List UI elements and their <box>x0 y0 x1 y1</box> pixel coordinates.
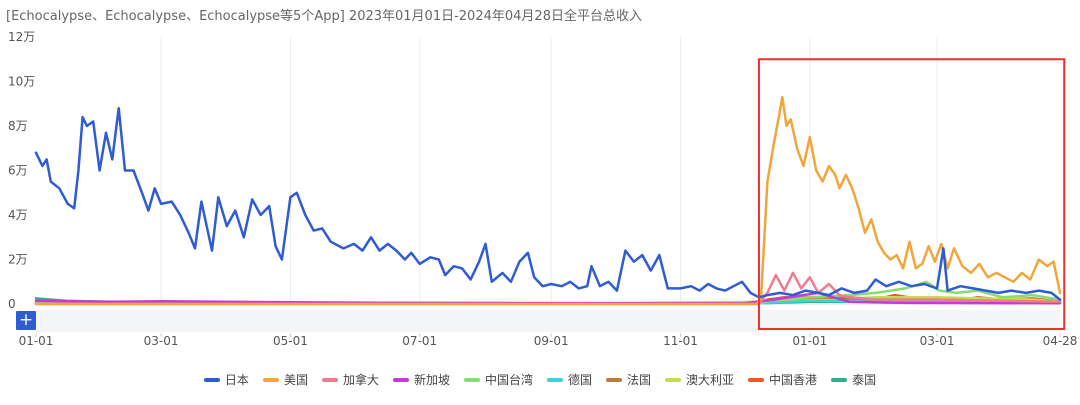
y-tick-label: 12万 <box>8 30 35 44</box>
legend-item[interactable]: 泰国 <box>831 371 876 388</box>
legend-label: 德国 <box>568 373 593 387</box>
legend-swatch <box>321 377 338 382</box>
zoom-expand-button[interactable]: + <box>16 311 36 330</box>
x-tick-label: 11-01 <box>663 334 698 348</box>
y-tick-label: 6万 <box>8 164 28 178</box>
legend-label: 新加坡 <box>413 373 450 387</box>
legend-swatch <box>831 377 848 382</box>
legend-label: 法国 <box>627 373 652 387</box>
legend-item[interactable]: 中国台湾 <box>463 371 533 388</box>
x-tick-label: 03-01 <box>920 334 955 348</box>
x-tick-label: 01-01 <box>19 334 54 348</box>
legend-item[interactable]: 美国 <box>262 371 308 388</box>
legend-swatch <box>392 377 409 382</box>
x-tick-label: 05-01 <box>273 334 308 348</box>
legend-swatch <box>262 377 279 382</box>
x-tick-label: 04-28 <box>1043 334 1078 348</box>
chart-legend: 日本 美国 加拿大 新加坡 中国台湾 德国 法国 澳大利亚 中国香港 泰国 <box>0 371 1080 388</box>
y-tick-label: 4万 <box>8 208 28 222</box>
legend-item[interactable]: 中国香港 <box>748 371 817 388</box>
y-tick-label: 0 <box>8 297 16 311</box>
range-slider-track[interactable] <box>36 310 1060 332</box>
legend-item[interactable]: 日本 <box>203 371 249 388</box>
legend-item[interactable]: 新加坡 <box>392 371 450 388</box>
legend-swatch <box>665 377 682 382</box>
legend-label: 中国台湾 <box>484 373 533 387</box>
y-tick-label: 2万 <box>8 253 28 267</box>
legend-item[interactable]: 德国 <box>547 371 592 388</box>
legend-label: 中国香港 <box>769 373 818 387</box>
x-tick-label: 09-01 <box>534 334 569 348</box>
highlight-box <box>757 58 1066 330</box>
highlight-box-layer <box>757 58 1066 330</box>
legend-swatch <box>203 377 220 382</box>
legend-item[interactable]: 澳大利亚 <box>665 371 734 388</box>
legend-item[interactable]: 加拿大 <box>321 371 379 388</box>
legend-label: 日本 <box>224 373 249 387</box>
x-tick-label: 01-01 <box>792 334 827 348</box>
x-tick-label: 03-01 <box>144 334 179 348</box>
legend-swatch <box>463 377 480 382</box>
revenue-line-chart: 01-01 03-01 05-01 07-01 09-01 11-01 01-01 03-01… <box>8 30 1077 348</box>
series-line <box>34 95 1062 306</box>
legend-swatch <box>606 377 623 382</box>
chart-title: [Echocalypse、Echocalypse、Echocalypse等5个A… <box>6 9 642 24</box>
legend-label: 美国 <box>283 373 308 387</box>
legend-swatch <box>547 377 563 382</box>
legend-label: 加拿大 <box>342 373 379 387</box>
axes: 01-01 03-01 05-01 07-01 09-01 11-01 01-01 03-01… <box>8 30 1077 348</box>
legend-swatch <box>748 377 765 382</box>
y-tick-label: 8万 <box>8 119 28 133</box>
legend-label: 泰国 <box>852 373 877 387</box>
grid <box>160 37 938 304</box>
y-tick-label: 10万 <box>8 75 35 89</box>
legend-label: 澳大利亚 <box>686 373 735 387</box>
series-lines <box>34 95 1062 306</box>
series-line <box>34 106 1062 301</box>
x-tick-label: 07-01 <box>402 334 437 348</box>
legend-item[interactable]: 法国 <box>606 371 651 388</box>
series-line <box>34 271 1062 306</box>
